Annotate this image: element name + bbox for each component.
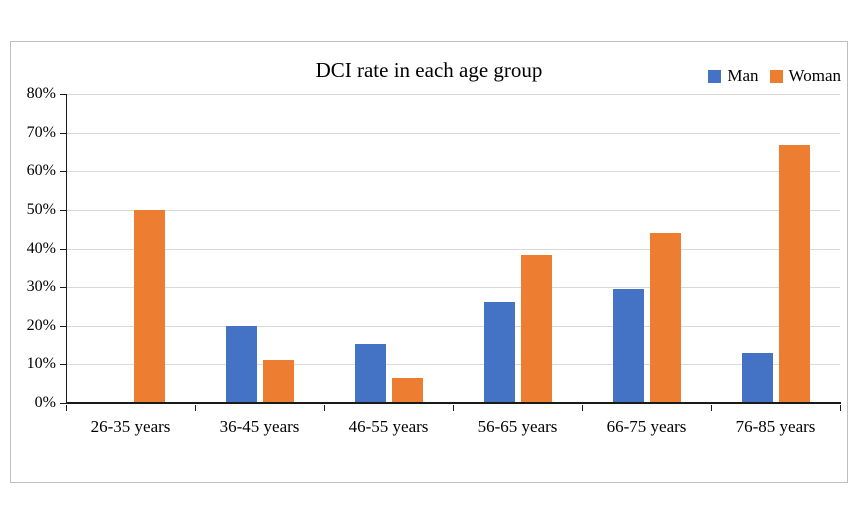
- y-axis-tick: [60, 171, 66, 173]
- y-tick-label: 40%: [26, 239, 56, 257]
- y-tick-label: 70%: [26, 123, 56, 141]
- x-category-label: 76-85 years: [735, 417, 816, 436]
- gridline: [66, 287, 840, 289]
- y-axis-tick: [60, 94, 66, 95]
- y-tick-label: 20%: [26, 316, 56, 334]
- y-axis-tick: [60, 248, 66, 250]
- bar-woman-46-55: [391, 377, 423, 403]
- bar-man-66-75: [612, 289, 644, 403]
- y-axis-tick: [60, 403, 66, 404]
- x-axis-tick: [453, 405, 454, 411]
- bar-man-46-55: [354, 344, 386, 403]
- bar-man-76-85: [741, 352, 773, 403]
- legend-swatch-woman-icon: [769, 69, 783, 83]
- x-category-label: 26-35 years: [90, 417, 171, 436]
- x-axis-line: [66, 402, 841, 404]
- gridline: [66, 248, 840, 250]
- bar-woman-76-85: [778, 145, 810, 403]
- x-axis-tick: [582, 405, 583, 411]
- x-category-label: 66-75 years: [606, 417, 687, 436]
- y-axis-tick: [60, 364, 66, 366]
- gridline: [66, 132, 840, 134]
- y-tick-label: 50%: [26, 200, 56, 218]
- x-axis-tick: [840, 405, 841, 411]
- chart-legend: Man Woman: [708, 66, 841, 86]
- gridline: [66, 209, 840, 211]
- y-tick-label: 10%: [26, 355, 56, 373]
- legend-label-woman: Woman: [788, 66, 841, 85]
- y-tick-label: 60%: [26, 162, 56, 180]
- bar-man-36-45: [225, 325, 257, 403]
- bar-woman-66-75: [649, 232, 681, 403]
- x-axis-tick: [66, 405, 67, 411]
- gridline: [66, 171, 840, 173]
- y-axis-line: [66, 94, 67, 403]
- y-tick-label: 0%: [34, 394, 56, 411]
- x-axis-tick: [711, 405, 712, 411]
- x-category-label: 46-55 years: [348, 417, 429, 436]
- legend-item-man: Man: [708, 66, 759, 86]
- bar-woman-36-45: [262, 360, 294, 403]
- y-axis-tick: [60, 287, 66, 289]
- x-axis-tick: [195, 405, 196, 411]
- bar-man-56-65: [483, 301, 515, 403]
- y-axis-tick: [60, 132, 66, 134]
- y-tick-label: 80%: [26, 85, 56, 102]
- bar-woman-26-35: [133, 209, 165, 403]
- y-axis-tick: [60, 325, 66, 327]
- y-tick-label: 30%: [26, 278, 56, 296]
- bar-woman-56-65: [520, 255, 552, 403]
- x-category-label: 56-65 years: [477, 417, 558, 436]
- plot-area: [66, 94, 840, 403]
- chart-title: DCI rate in each age group: [315, 58, 543, 82]
- gridline: [66, 325, 840, 327]
- gridline: [66, 94, 840, 95]
- chart-frame: DCI rate in each age group Man Woman 0% 10…: [10, 41, 848, 483]
- legend-label-man: Man: [727, 66, 759, 85]
- legend-swatch-man-icon: [708, 69, 722, 83]
- legend-item-woman: Woman: [769, 66, 841, 86]
- x-axis-tick: [324, 405, 325, 411]
- y-axis-tick: [60, 209, 66, 211]
- x-category-label: 36-45 years: [219, 417, 300, 436]
- gridline: [66, 364, 840, 366]
